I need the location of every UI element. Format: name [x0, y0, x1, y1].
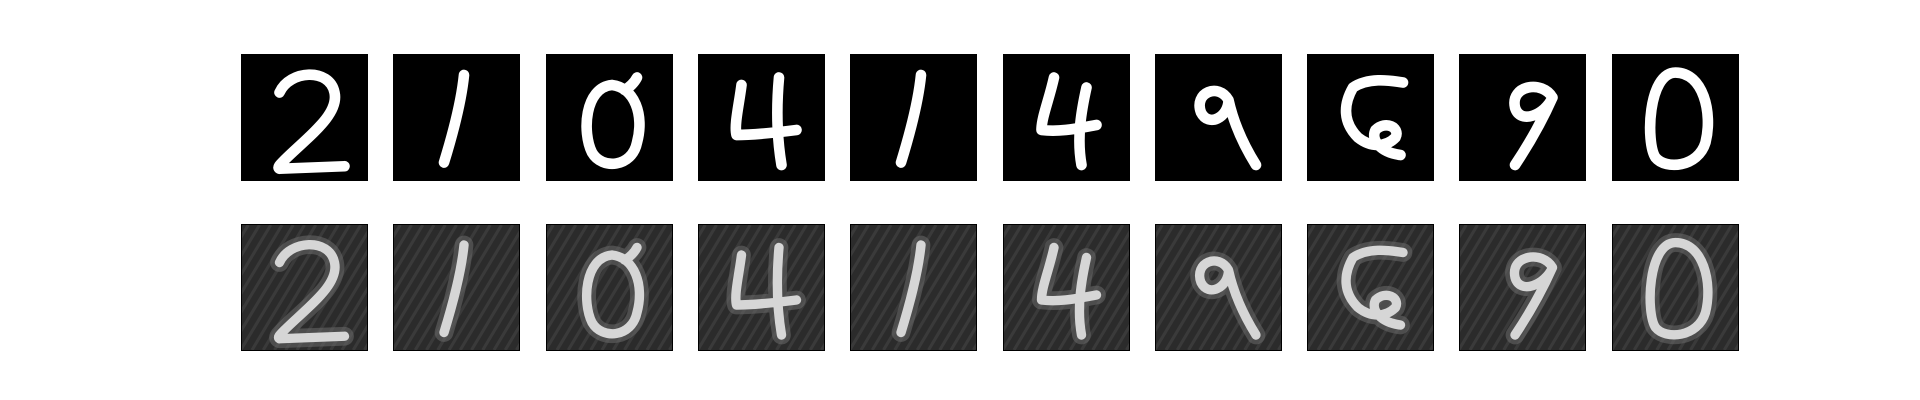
- reconstruction-digit-10: [1611, 224, 1739, 351]
- digit-5-stroke: [1340, 75, 1409, 161]
- digit-1-stroke: [896, 240, 926, 338]
- digit-1-stroke: [895, 69, 927, 168]
- original-digit-9: [1459, 54, 1587, 181]
- original-digit-2: [393, 54, 521, 181]
- reconstruction-digit-image: [546, 225, 672, 350]
- original-digit-6: [1002, 54, 1130, 181]
- digit-0-stroke: [581, 242, 644, 339]
- digit-9-stroke: [1510, 252, 1558, 340]
- original-digit-7: [1154, 54, 1282, 181]
- original-digit-image: [1460, 55, 1586, 180]
- reconstruction-digit-image: [1155, 225, 1281, 350]
- original-digit-5: [850, 54, 978, 181]
- reconstruction-digit-7: [1154, 224, 1282, 351]
- original-digit-3: [545, 54, 673, 181]
- reconstruction-digit-image: [1003, 225, 1129, 350]
- reconstruction-digit-image: [394, 225, 520, 350]
- original-digit-image: [1003, 55, 1129, 180]
- reconstruction-digit-image: [1460, 225, 1586, 350]
- digit-2-stroke: [273, 69, 350, 175]
- reconstruction-digit-image: [242, 225, 367, 350]
- reconstruction-digit-image: [698, 225, 824, 350]
- digit-0-stroke: [1644, 67, 1713, 171]
- original-digit-image: [394, 55, 520, 180]
- reconstruction-digit-5: [850, 224, 978, 351]
- original-digit-1: [241, 54, 368, 181]
- digit-1-stroke: [438, 69, 470, 168]
- reconstruction-digit-2: [393, 224, 521, 351]
- digit-4-stroke: [1036, 242, 1101, 340]
- reconstruction-digit-image: [851, 225, 977, 350]
- digit-9-stroke: [1194, 256, 1261, 340]
- digit-0-stroke: [1645, 237, 1713, 340]
- digit-4-stroke: [730, 72, 802, 171]
- digit-2-stroke: [273, 240, 350, 344]
- reconstruction-digit-1: [241, 224, 368, 351]
- digit-5-stroke: [1341, 245, 1408, 330]
- original-digit-4: [697, 54, 825, 181]
- original-digit-10: [1611, 54, 1739, 181]
- original-digit-image: [1612, 55, 1738, 180]
- original-digit-image: [1308, 55, 1434, 180]
- original-digit-image: [242, 55, 367, 180]
- reconstruction-digit-image: [1612, 225, 1738, 350]
- reconstruction-digit-3: [545, 224, 673, 351]
- reconstruction-digit-6: [1002, 224, 1130, 351]
- original-digit-8: [1307, 54, 1435, 181]
- reconstruction-digit-9: [1459, 224, 1587, 351]
- digit-4-stroke: [1035, 72, 1102, 171]
- original-digit-image: [698, 55, 824, 180]
- digit-4-stroke: [731, 242, 802, 340]
- reconstruction-digit-image: [1308, 225, 1434, 350]
- original-digit-image: [546, 55, 672, 180]
- digit-9-stroke: [1509, 81, 1559, 171]
- original-digit-image: [1155, 55, 1281, 180]
- reconstruction-digit-8: [1307, 224, 1435, 351]
- original-digit-image: [851, 55, 977, 180]
- digit-1-stroke: [439, 240, 469, 338]
- reconstruction-digit-4: [697, 224, 825, 351]
- digit-9-stroke: [1194, 85, 1262, 171]
- digit-0-stroke: [580, 72, 645, 170]
